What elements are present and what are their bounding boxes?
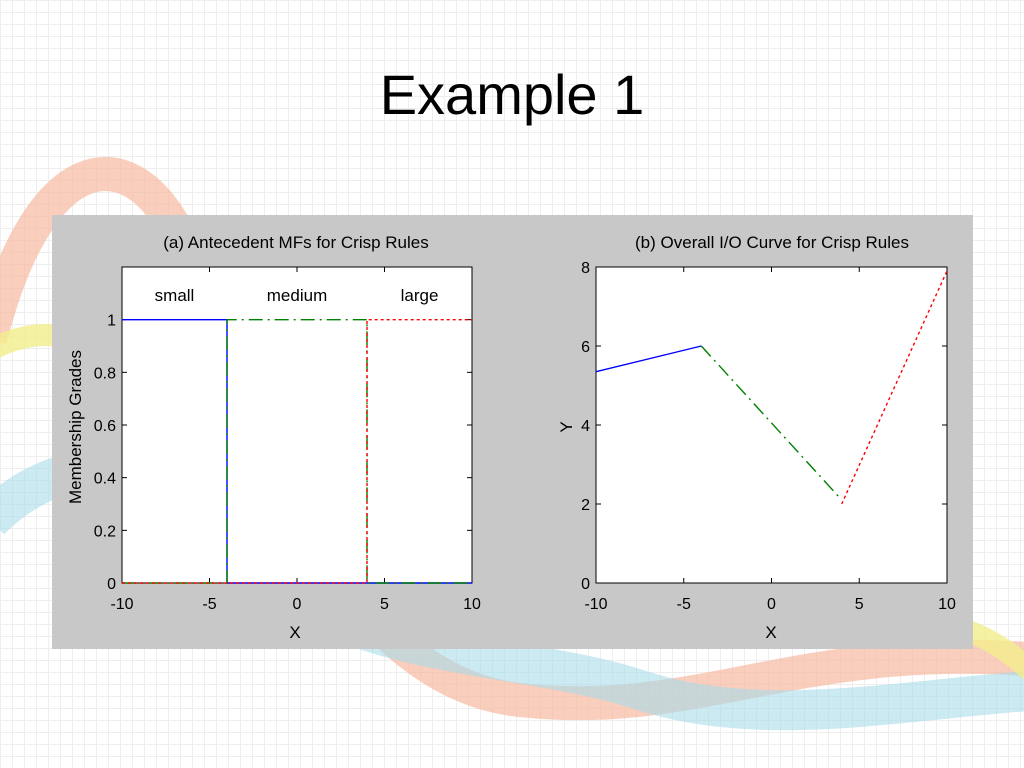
y-tick-label: 4: [581, 418, 590, 435]
plot-b-series-line-1: [700, 345, 839, 497]
plot-a-series-line-2: [122, 318, 472, 584]
region-label-small: small: [155, 286, 195, 305]
slide-title: Example 1: [379, 63, 645, 126]
y-tick-label: 0: [107, 576, 116, 593]
plot-a-title: (a) Antecedent MFs for Crisp Rules: [163, 233, 428, 252]
plot-b-ylabel: Y: [557, 421, 576, 432]
plot-b-series: [595, 270, 948, 505]
region-label-medium: medium: [267, 286, 327, 305]
plot-a-axes: [121, 266, 473, 584]
y-tick-label: 0.8: [94, 365, 116, 382]
x-tick-label: -10: [584, 596, 607, 613]
y-tick-label: 2: [581, 497, 590, 514]
x-tick-label: 10: [463, 596, 481, 613]
x-tick-label: 5: [855, 596, 864, 613]
plot-a-ticks: -10 -5 0 5 10 0 0.2 0.4 0.6 0.8 1: [94, 267, 481, 613]
region-label-large: large: [401, 286, 439, 305]
x-tick-label: -10: [110, 596, 133, 613]
figure: (a) Antecedent MFs for Crisp Rules -10 -5…: [66, 233, 956, 642]
y-tick-label: 0: [581, 576, 590, 593]
plot-b-series-line-2: [841, 270, 948, 505]
plot-b-title: (b) Overall I/O Curve for Crisp Rules: [635, 233, 909, 252]
plot-a-xlabel: X: [289, 623, 300, 642]
y-tick-label: 0.4: [94, 471, 116, 488]
plot-a-series-line-1: [122, 318, 472, 584]
y-tick-label: 8: [581, 260, 590, 277]
x-tick-label: -5: [677, 596, 691, 613]
x-tick-label: 10: [938, 596, 956, 613]
x-tick-label: 0: [293, 596, 302, 613]
plot-a-series: [122, 318, 472, 584]
plot-b-xlabel: X: [765, 623, 776, 642]
y-tick-label: 0.6: [94, 418, 116, 435]
y-tick-label: 0.2: [94, 523, 116, 540]
y-tick-label: 6: [581, 339, 590, 356]
plot-b-ticks: -10 -5 0 5 10 0 2 4 6 8: [581, 260, 956, 613]
y-tick-label: 1: [107, 313, 116, 330]
plot-a: (a) Antecedent MFs for Crisp Rules -10 -5…: [66, 233, 481, 642]
plot-a-ylabel: Membership Grades: [66, 350, 85, 504]
plot-a-region-labels: small medium large: [155, 286, 439, 305]
plot-b-series-line-0: [595, 345, 702, 373]
plot-b: (b) Overall I/O Curve for Crisp Rules -1…: [557, 233, 956, 642]
x-tick-label: 5: [380, 596, 389, 613]
x-tick-label: 0: [767, 596, 776, 613]
plot-b-axes: [595, 266, 948, 584]
x-tick-label: -5: [202, 596, 216, 613]
